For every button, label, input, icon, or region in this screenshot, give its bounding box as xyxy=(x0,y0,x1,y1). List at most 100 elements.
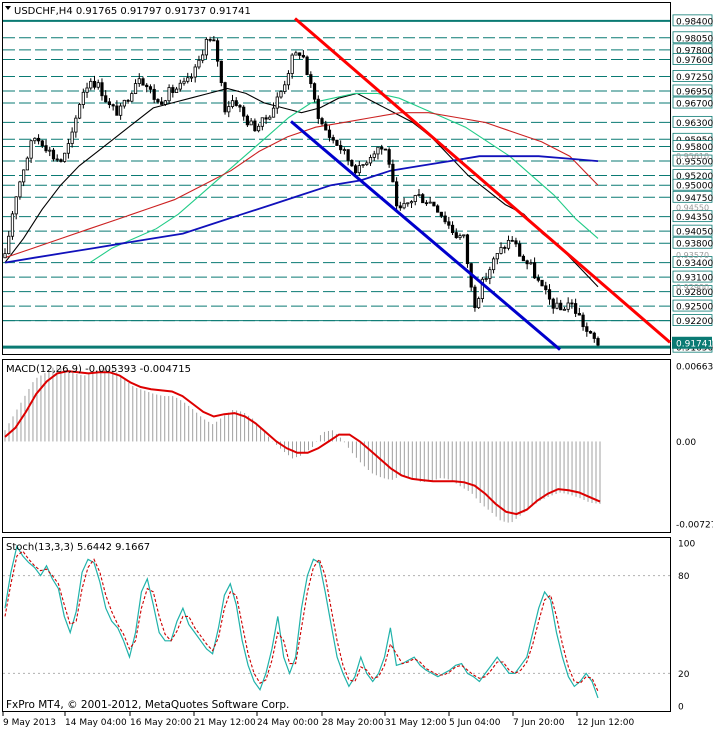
price-label-box xyxy=(672,140,713,152)
candle-body xyxy=(160,101,164,105)
candle-body xyxy=(342,149,346,151)
price-label-box xyxy=(672,299,713,312)
candle-body xyxy=(294,52,298,56)
candle-body xyxy=(324,123,328,131)
price-axis-label-faint: 0.94550 xyxy=(676,203,709,212)
candle-body xyxy=(458,235,462,239)
candle-body xyxy=(372,153,376,158)
candle-body xyxy=(353,165,358,174)
candle-body xyxy=(66,143,71,154)
candle-body xyxy=(402,202,406,209)
candle-body xyxy=(551,298,555,309)
price-axis-label: 0.93100 xyxy=(676,274,713,284)
candle-body xyxy=(271,107,276,118)
candle-body xyxy=(167,87,171,102)
price-axis-label: 0.95500 xyxy=(676,158,713,168)
candle-body xyxy=(409,201,414,204)
candle-body xyxy=(436,205,440,213)
stoch-panel-frame[interactable] xyxy=(2,537,671,712)
time-axis-label: 21 May 12:00 xyxy=(194,718,256,728)
candle-body xyxy=(488,269,492,279)
candle-body xyxy=(100,82,104,97)
candle-body xyxy=(506,239,511,249)
price-label-box xyxy=(672,14,713,27)
candle-body xyxy=(70,131,74,144)
current-price-box xyxy=(672,336,712,349)
candle-body xyxy=(424,202,429,205)
moving-average-line xyxy=(4,155,599,264)
candle-body xyxy=(89,80,93,89)
candle-body xyxy=(137,78,141,84)
candle-body xyxy=(126,99,130,102)
candle-body xyxy=(503,247,507,249)
candle-body xyxy=(122,99,126,107)
candle-body xyxy=(432,201,436,207)
candle-body xyxy=(234,100,238,106)
price-label-box xyxy=(672,178,713,191)
candle-body xyxy=(141,78,145,86)
price-axis-label: 0.96300 xyxy=(676,119,713,129)
candle-body xyxy=(230,100,235,107)
macd-panel-frame[interactable] xyxy=(2,359,671,533)
candle-body xyxy=(107,101,112,106)
candle-body xyxy=(566,302,570,310)
price-axis-label: 0.94350 xyxy=(676,213,713,223)
candle-body xyxy=(547,289,552,300)
candle-body xyxy=(529,262,533,265)
candle-body xyxy=(219,60,223,84)
candle-body xyxy=(562,308,567,311)
chevron-down-icon[interactable] xyxy=(5,6,11,10)
price-label-box xyxy=(672,53,713,65)
candle-body xyxy=(368,157,373,164)
candle-body xyxy=(81,91,85,105)
candle-body xyxy=(14,196,18,215)
candle-body xyxy=(223,82,227,113)
macd-axis-label: 0.00 xyxy=(676,438,696,448)
price-axis-label: 0.98050 xyxy=(676,34,713,44)
candle-body xyxy=(421,194,425,204)
time-axis: 9 May 2013 14 May 04:00 16 May 20:00 21 May… xyxy=(2,712,634,728)
price-label-box xyxy=(672,31,713,44)
blue-channel-line[interactable] xyxy=(290,120,561,351)
candle-body xyxy=(540,279,544,287)
candle-body xyxy=(7,235,11,254)
time-axis-label: 12 Jun 12:00 xyxy=(577,718,634,728)
candle-body xyxy=(215,40,220,62)
stoch-main-line xyxy=(4,544,599,699)
candle-body xyxy=(361,164,365,166)
candle-body xyxy=(555,302,559,309)
candle-body xyxy=(480,278,484,299)
stoch-axis-label: 20 xyxy=(678,670,690,680)
macd-axis-label: 0.006637 xyxy=(676,363,713,373)
candle-body xyxy=(59,159,63,162)
trend-channel-lines[interactable] xyxy=(290,17,671,351)
candle-body xyxy=(115,105,119,116)
candle-body xyxy=(447,221,451,226)
candle-body xyxy=(163,100,167,105)
candle-body xyxy=(477,298,481,309)
candle-body xyxy=(592,332,596,339)
price-panel-frame[interactable] xyxy=(2,2,671,355)
candle-body xyxy=(148,86,153,90)
candle-body xyxy=(186,77,190,82)
candle-body xyxy=(257,125,261,132)
price-label-box xyxy=(672,256,713,268)
candle-body xyxy=(387,149,391,165)
candle-body xyxy=(380,146,384,150)
candle-body xyxy=(406,202,410,205)
candle-body xyxy=(174,88,179,93)
time-axis-label: 7 Jun 20:00 xyxy=(513,718,565,728)
price-candles xyxy=(3,35,600,347)
candle-body xyxy=(245,115,250,126)
price-axis-label: 0.93800 xyxy=(676,240,713,250)
candle-body xyxy=(357,165,361,174)
candle-body xyxy=(51,149,56,160)
candle-body xyxy=(178,82,182,90)
price-axis-label-faint: 0.95610 xyxy=(676,152,709,161)
copyright-footer: FxPro MT4, © 2001-2012, MetaQuotes Softw… xyxy=(6,699,289,711)
time-axis-label: 9 May 2013 xyxy=(3,718,56,728)
red-channel-line[interactable] xyxy=(294,17,671,344)
candle-body xyxy=(391,163,395,183)
moving-average-line xyxy=(4,87,599,288)
